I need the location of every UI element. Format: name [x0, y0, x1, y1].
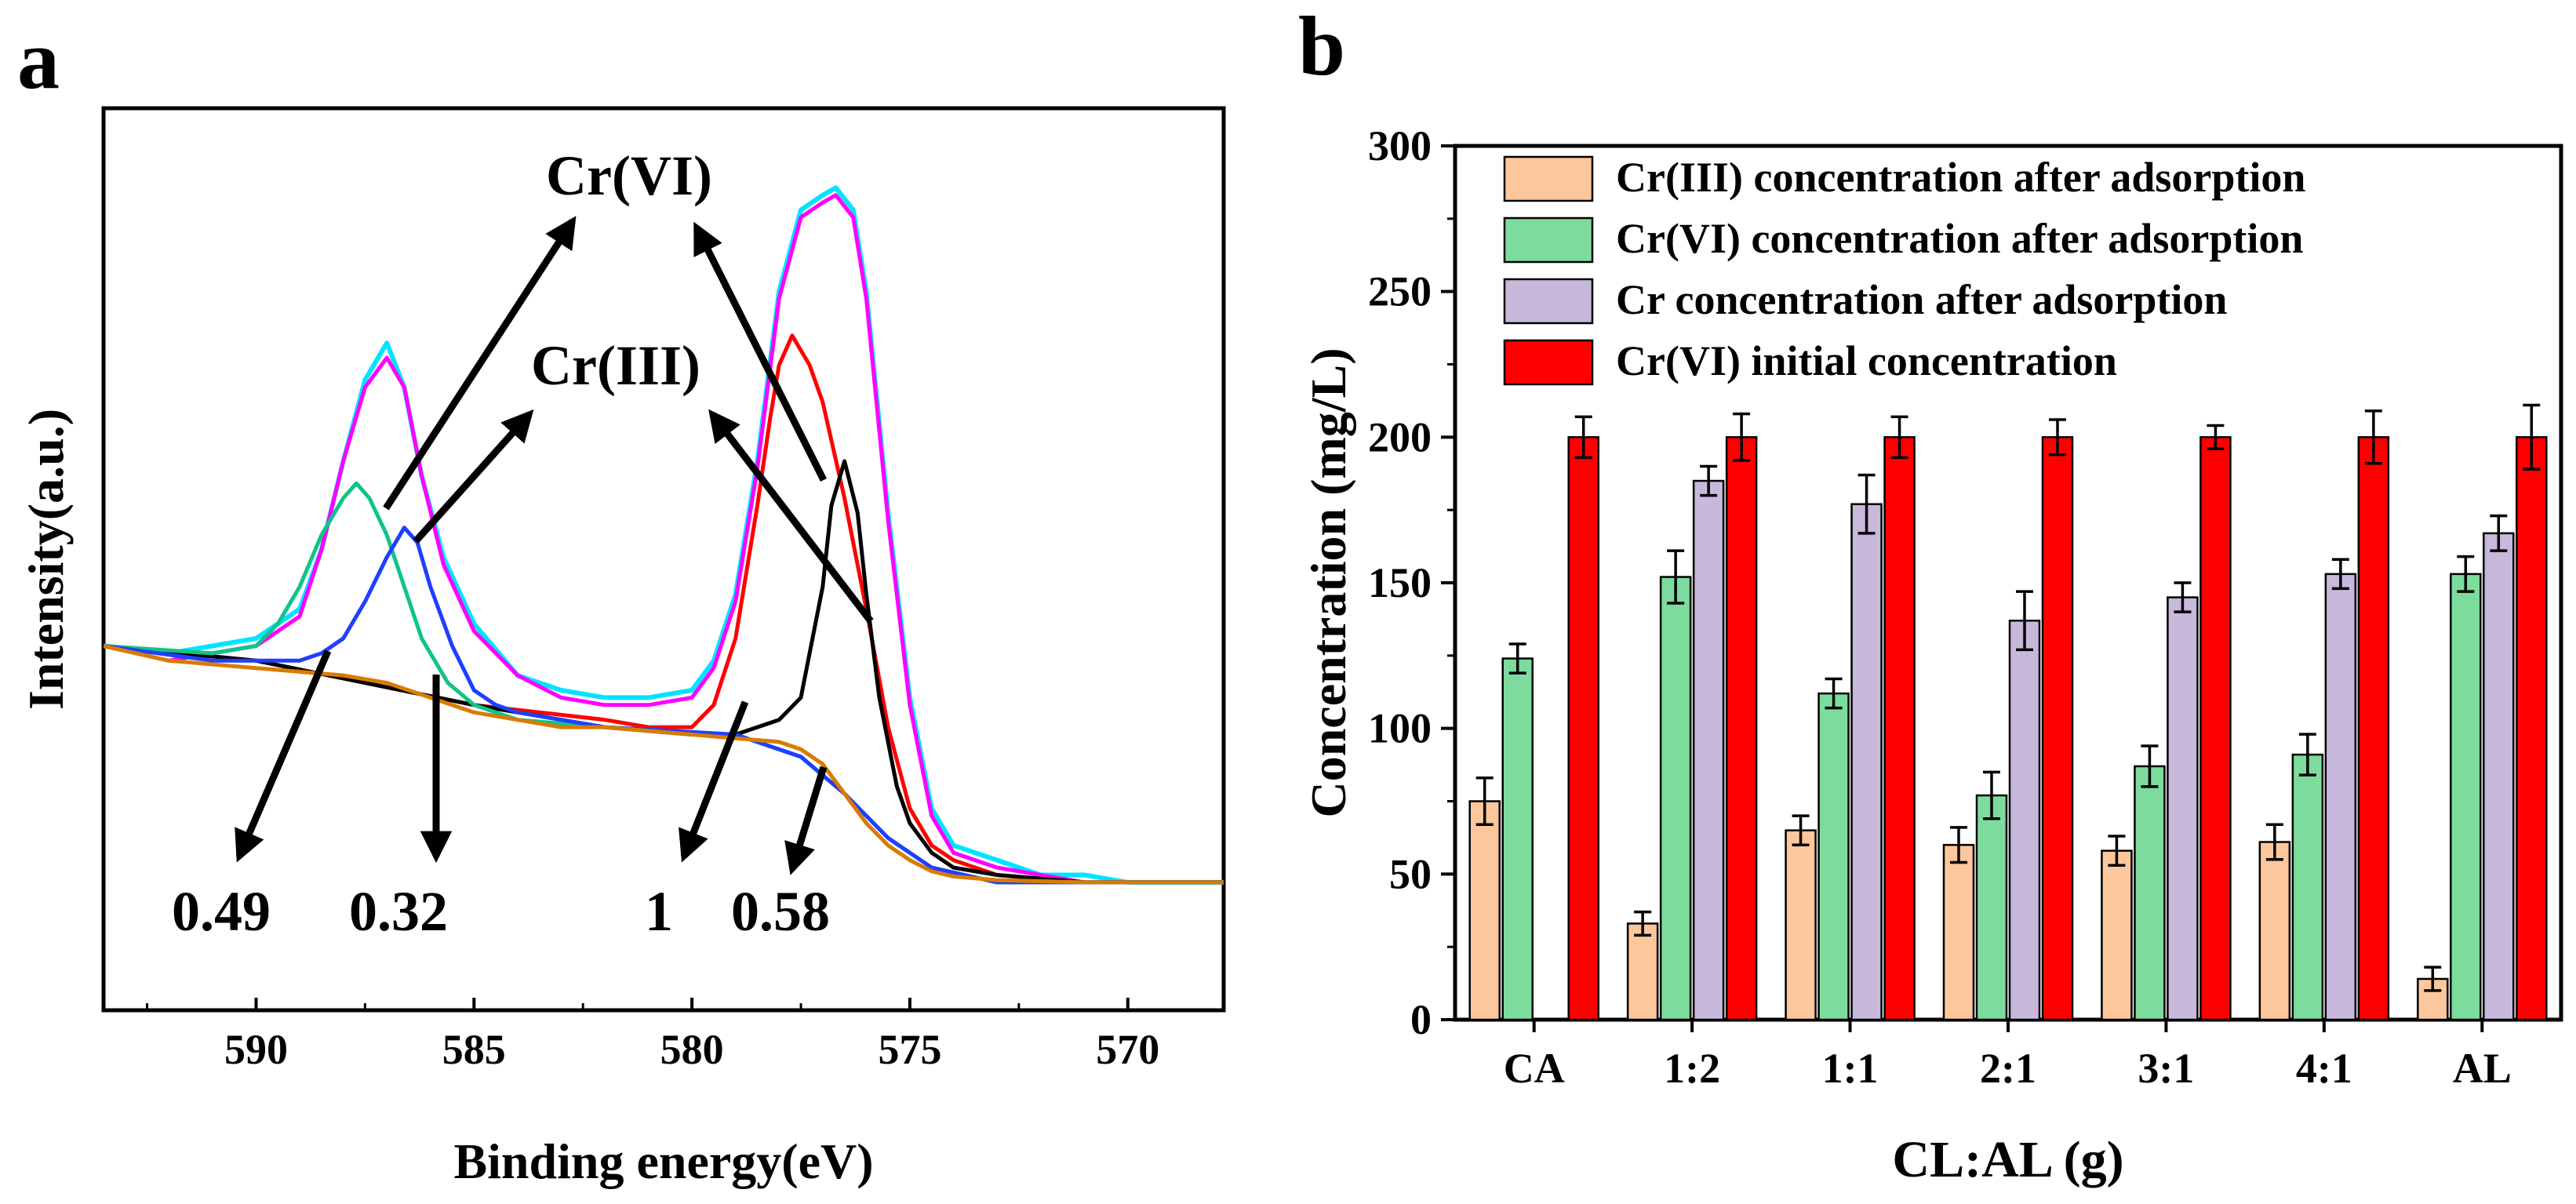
legend-label: Cr(VI) initial concentration — [1616, 337, 2117, 384]
curve-cr-iii-2p3-2 — [104, 459, 1224, 885]
bar-cr-concentration-after-adsorption-al — [2483, 532, 2515, 1021]
chart-b-concentration-bars: 0 50 100 150 200 250 300 CL:AL (g) Concentration… — [1301, 122, 2563, 1188]
bar-cr-vi-concentration-after-adsorption-2-1 — [1975, 794, 2008, 1021]
x-axis-label: Binding energy(eV) — [453, 1133, 873, 1189]
bar-cr-vi-initial-concentration-2-1 — [2041, 436, 2074, 1021]
bar-cr-iii-concentration-after-adsorption-ca — [1468, 800, 1501, 1021]
curve-cr-vi-2p3-2 — [104, 333, 1224, 885]
x-tick-label: 1:1 — [1822, 1045, 1879, 1092]
plot-a-frame — [101, 106, 1226, 1013]
y-axis-label: Intensity(a.u.) — [18, 409, 74, 710]
y-tick-label: 200 — [1368, 413, 1432, 460]
bar-cr-vi-initial-concentration-1-1 — [1883, 436, 1916, 1021]
x-tick-label: 580 — [660, 1026, 724, 1073]
x-tick-label: 1:2 — [1664, 1045, 1720, 1092]
y-tick-label: 150 — [1368, 559, 1432, 606]
arrow-ratio-1 — [679, 700, 749, 863]
legend-label: Cr concentration after adsorption — [1616, 276, 2227, 323]
x-tick-label: 575 — [878, 1026, 941, 1073]
chart-a-xps-spectrum: 590 585 580 575 570 Binding energy(eV) Intensi… — [18, 106, 1226, 1189]
spectrum-curves — [104, 185, 1224, 885]
legend-swatch-cr-iii-concentration-after-adsorption — [1503, 155, 1594, 202]
x-tick-label: 4:1 — [2296, 1045, 2352, 1092]
bar-cr-vi-initial-concentration-3-1 — [2199, 436, 2232, 1021]
curve-envelope — [104, 193, 1224, 885]
bar-cr-concentration-after-adsorption-4-1 — [2324, 573, 2357, 1021]
legend-swatch-cr-vi-concentration-after-adsorption — [1503, 216, 1594, 264]
bar-cr-vi-initial-concentration-4-1 — [2357, 436, 2390, 1021]
bar-cr-iii-concentration-after-adsorption-3-1 — [2101, 849, 2133, 1021]
bar-cr-iii-concentration-after-adsorption-1-2 — [1626, 922, 1659, 1021]
panel-b-label: b — [1298, 0, 1345, 93]
bar-cr-vi-concentration-after-adsorption-al — [2450, 573, 2482, 1021]
y-tick-label: 50 — [1389, 850, 1432, 897]
annotation-cr3-label: Cr(III) — [531, 334, 700, 397]
bar-cr-vi-concentration-after-adsorption-1-2 — [1659, 576, 1692, 1021]
bar-cr-iii-concentration-after-adsorption-2-1 — [1942, 843, 1975, 1021]
bar-cr-iii-concentration-after-adsorption-1-1 — [1785, 829, 1817, 1021]
bar-cr-vi-concentration-after-adsorption-3-1 — [2134, 765, 2166, 1021]
x-tick-label: AL — [2453, 1045, 2512, 1092]
arrow-cr3-left — [413, 409, 534, 544]
bar-cr-vi-concentration-after-adsorption-1-1 — [1817, 692, 1850, 1021]
bar-cr-concentration-after-adsorption-3-1 — [2167, 596, 2199, 1021]
y-axis-label: Concentration (mg/L) — [1301, 347, 1356, 817]
ratio-label: 1 — [645, 880, 673, 943]
legend-swatch-cr-vi-initial-concentration — [1503, 339, 1594, 386]
bar-cr-concentration-after-adsorption-1-1 — [1850, 503, 1883, 1021]
x-tick-label: 570 — [1096, 1026, 1159, 1073]
bar-cr-concentration-after-adsorption-1-2 — [1692, 479, 1725, 1021]
bar-cr-vi-initial-concentration-1-2 — [1725, 436, 1758, 1021]
y-tick-label: 250 — [1368, 268, 1432, 315]
arrow-cr3-right — [708, 409, 874, 624]
arrow-cr6-left — [383, 216, 577, 511]
arrow-cr6-right — [693, 221, 828, 482]
legend-label: Cr(VI) concentration after adsorption — [1616, 215, 2303, 262]
bar-cr-vi-concentration-after-adsorption-4-1 — [2291, 753, 2324, 1021]
bar-cr-vi-initial-concentration-al — [2516, 436, 2548, 1021]
legend-label: Cr(III) concentration after adsorption — [1616, 154, 2305, 201]
arrow-ratio-0-49 — [235, 649, 332, 863]
legend-swatch-cr-concentration-after-adsorption — [1503, 278, 1594, 325]
ratio-label: 0.58 — [731, 880, 830, 943]
x-tick-label: 590 — [224, 1026, 288, 1073]
x-tick-label: 2:1 — [1980, 1045, 2036, 1092]
x-tick-label: CA — [1504, 1045, 1565, 1092]
x-tick-label: 3:1 — [2138, 1045, 2194, 1092]
ratio-label: 0.32 — [349, 880, 448, 943]
panel-a-label: a — [17, 13, 60, 107]
curve-cr-iii-2p1-2 — [104, 526, 1224, 885]
y-tick-label: 100 — [1368, 705, 1432, 752]
bar-cr-iii-concentration-after-adsorption-4-1 — [2258, 841, 2291, 1021]
ratio-label: 0.49 — [172, 880, 271, 943]
curve-cr-vi-2p1-2 — [104, 481, 1224, 885]
x-axis-label: CL:AL (g) — [1892, 1131, 2123, 1188]
annotation-cr6-label: Cr(VI) — [546, 144, 712, 207]
bar-cr-concentration-after-adsorption-2-1 — [2008, 620, 2041, 1021]
x-tick-label: 585 — [442, 1026, 506, 1073]
curve-background — [104, 644, 1224, 885]
arrow-ratio-0-58 — [784, 766, 828, 875]
y-tick-label: 300 — [1368, 122, 1432, 169]
bar-cr-vi-initial-concentration-ca — [1567, 436, 1599, 1021]
y-tick-label: 0 — [1410, 996, 1432, 1043]
bar-cr-vi-concentration-after-adsorption-ca — [1501, 657, 1534, 1021]
